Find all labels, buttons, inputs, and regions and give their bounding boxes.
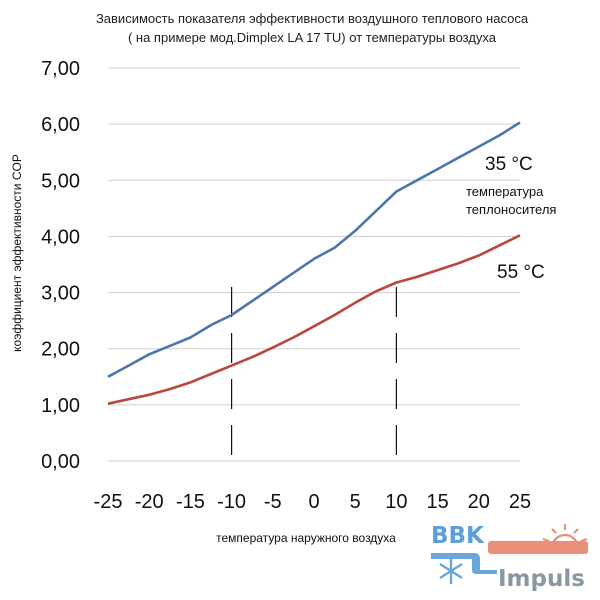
x-tick-label: -25: [94, 491, 123, 513]
x-tick-label: 0: [308, 491, 319, 513]
logo-text-bbk: BBK: [431, 523, 485, 549]
x-tick-label: 5: [350, 491, 361, 513]
x-tick-label: -5: [264, 491, 282, 513]
x-tick-label: 10: [385, 491, 407, 513]
gridlines: [108, 67, 520, 462]
x-tick-labels: -25 -20 -15 -10 -5 0 5 10 15 20 25: [94, 491, 532, 513]
snowflake-icon: [439, 558, 463, 584]
x-axis-title: температура наружного воздуха: [216, 531, 396, 545]
series-line-1: [107, 234, 521, 405]
x-tick-label: -10: [217, 491, 246, 513]
y-axis-title: коэффициент эффективности COP: [10, 154, 24, 352]
chart-title-line-2: ( на примере мод.Dimplex LA 17 TU) от те…: [128, 30, 497, 45]
series-55c-label: 55 °C: [497, 262, 545, 283]
bbk-impuls-logo: BBK Impuls: [431, 523, 588, 592]
y-tick-label: 2,00: [41, 339, 80, 361]
logo-warm-bar: [488, 541, 588, 554]
y-tick-labels: 0,00 1,00 2,00 3,00 4,00 5,00 6,00 7,00: [41, 58, 80, 473]
series-line-0: [107, 121, 521, 378]
series-lines: [107, 121, 521, 405]
y-tick-label: 7,00: [41, 58, 80, 80]
chart-title-line-1: Зависимость показателя эффективности воз…: [96, 11, 529, 26]
carrier-label-line-2: теплоносителя: [466, 202, 556, 217]
x-tick-label: 25: [509, 491, 531, 513]
series-35c-label: 35 °C: [485, 154, 533, 175]
x-tick-label: -15: [176, 491, 205, 513]
logo-cold-bar: [431, 553, 497, 574]
x-tick-label: 15: [426, 491, 448, 513]
y-tick-label: 1,00: [41, 395, 80, 417]
y-tick-label: 0,00: [41, 451, 80, 473]
y-tick-label: 5,00: [41, 170, 80, 192]
y-tick-label: 6,00: [41, 114, 80, 136]
temperature-markers: [231, 287, 397, 470]
x-tick-label: 20: [468, 491, 490, 513]
sun-icon: [542, 524, 588, 550]
x-tick-label: -20: [135, 491, 164, 513]
y-tick-label: 4,00: [41, 226, 80, 248]
carrier-label-line-1: температура: [466, 184, 544, 199]
logo-text-impuls: Impuls: [498, 566, 585, 592]
y-tick-label: 3,00: [41, 283, 80, 305]
